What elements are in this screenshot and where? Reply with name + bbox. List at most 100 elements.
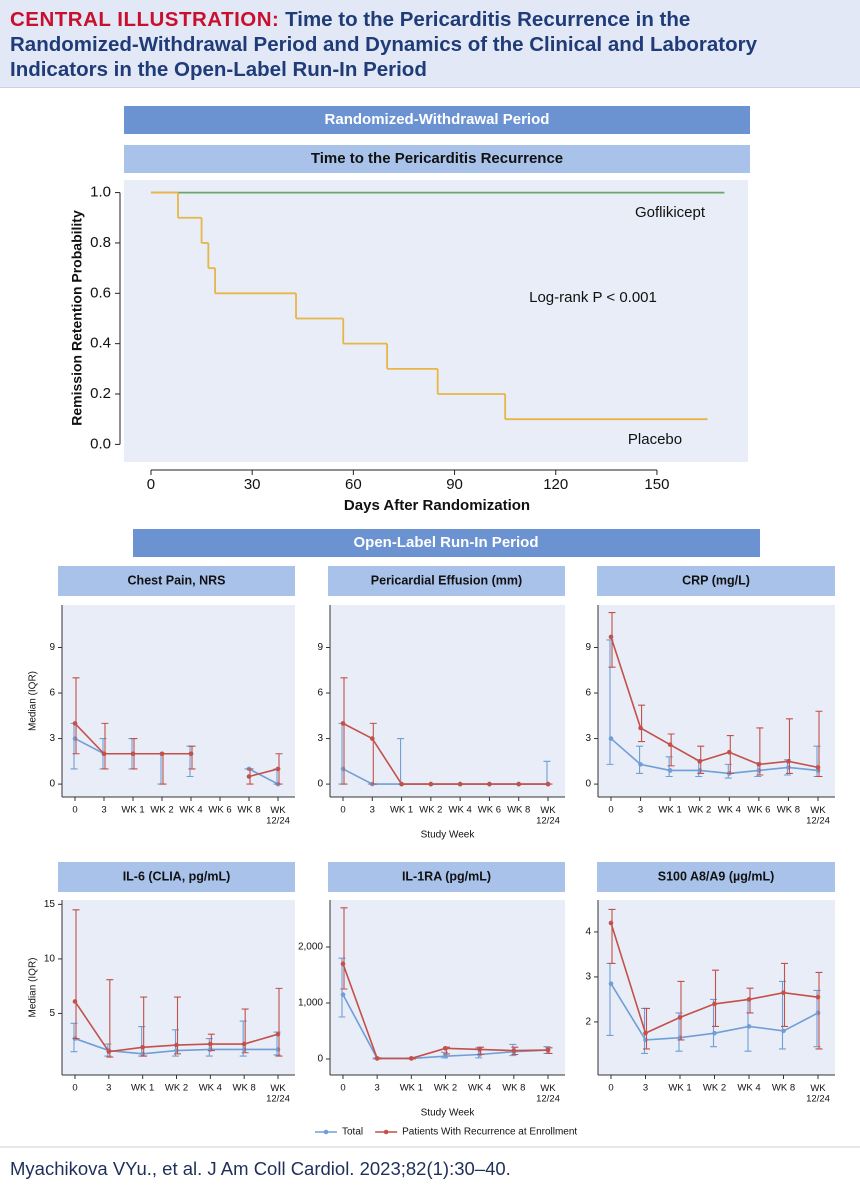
- data-point: [608, 634, 614, 640]
- data-point: [477, 1047, 482, 1052]
- y-tick-label: 4: [585, 927, 591, 938]
- data-point: [815, 994, 821, 1000]
- x-tick-label: WK 8: [777, 805, 800, 816]
- x-tick-label: WK 2: [703, 1083, 726, 1094]
- error-bar: [340, 907, 348, 990]
- error-bar: [756, 727, 764, 776]
- y-tick-label: 0.4: [90, 335, 111, 352]
- data-point: [608, 981, 614, 986]
- x-tick-label: WK 6: [747, 805, 770, 816]
- x-tick-label: WK 1: [668, 1083, 691, 1094]
- legend-marker: [323, 1129, 329, 1135]
- data-point: [174, 1042, 179, 1048]
- x-tick-label: WK 4: [199, 1083, 222, 1094]
- data-point: [72, 736, 78, 741]
- x-tick-label: WK 2: [434, 1083, 457, 1094]
- x-tick-label: WK 1: [400, 1083, 423, 1094]
- y-tick-label: 3: [585, 972, 591, 983]
- x-tick-label: 60: [345, 476, 362, 493]
- series-line: [610, 737, 819, 775]
- data-point: [340, 961, 346, 967]
- chart-title: Time to the Pericarditis Recurrence: [311, 150, 563, 167]
- series-line: [610, 636, 819, 769]
- legend-label: Patients With Recurrence at Enrollment: [402, 1127, 577, 1138]
- x-tick-label: 3: [375, 1083, 380, 1094]
- x-tick-label: 120: [543, 476, 568, 493]
- data-point: [781, 990, 786, 995]
- y-axis-label: Remission Retention Probability: [69, 210, 85, 426]
- y-tick-label: 6: [585, 688, 591, 699]
- banner: [328, 566, 565, 596]
- plot-area: [62, 605, 295, 797]
- x-tick-label: WK 12/24: [536, 805, 560, 826]
- x-tick-label: WK 1: [390, 805, 413, 816]
- data-point: [677, 1015, 683, 1020]
- data-point: [638, 762, 643, 767]
- data-point: [545, 781, 551, 787]
- y-tick-label: 0: [317, 779, 323, 790]
- data-point: [275, 1047, 281, 1052]
- data-point: [457, 781, 463, 787]
- x-tick-label: WK 12/24: [536, 1083, 560, 1104]
- data-point: [545, 1047, 551, 1053]
- x-tick-label: WK 4: [468, 1083, 491, 1094]
- chart-title: Chest Pain, NRS: [128, 573, 226, 587]
- data-point: [815, 765, 821, 770]
- y-tick-label: 0.2: [90, 385, 111, 402]
- x-tick-label: 3: [638, 805, 643, 816]
- error-bar: [712, 969, 719, 1027]
- error-bar: [106, 979, 114, 1058]
- y-tick-label: 0: [49, 779, 55, 790]
- data-point: [101, 751, 107, 757]
- error-bar: [188, 745, 196, 770]
- data-point: [140, 1044, 145, 1050]
- error-bar: [785, 718, 793, 775]
- y-tick-label: 15: [44, 899, 56, 910]
- data-point: [487, 781, 492, 787]
- y-tick-label: 6: [317, 688, 323, 699]
- y-tick-label: 0: [585, 779, 591, 790]
- y-tick-label: 0.0: [90, 435, 111, 452]
- x-tick-label: 150: [644, 476, 669, 493]
- error-bar: [781, 962, 788, 1027]
- data-point: [208, 1041, 213, 1047]
- banner: [124, 145, 750, 173]
- data-point: [340, 992, 346, 997]
- data-point: [174, 1048, 179, 1053]
- x-tick-label: 0: [72, 805, 77, 816]
- x-tick-label: 3: [370, 805, 375, 816]
- plot-area: [598, 605, 835, 797]
- x-tick-label: WK 8: [237, 805, 260, 816]
- data-point: [667, 768, 673, 773]
- x-tick-label: WK 1: [659, 805, 682, 816]
- data-point: [443, 1053, 448, 1059]
- data-point: [608, 736, 614, 741]
- error-bar: [638, 704, 646, 743]
- data-point: [275, 1031, 281, 1037]
- section-title: Randomized-Withdrawal Period: [325, 111, 550, 128]
- header: CENTRAL ILLUSTRATION: Time to the Perica…: [0, 0, 860, 88]
- error-bar: [608, 908, 616, 964]
- data-point: [340, 721, 346, 726]
- chart-title: S100 A8/A9 (µg/mL): [658, 869, 775, 883]
- chart-title: Pericardial Effusion (mm): [371, 573, 522, 587]
- error-bar: [815, 971, 823, 1050]
- y-tick-label: 3: [585, 733, 591, 744]
- data-point: [159, 751, 165, 757]
- series-label: Goflikicept: [635, 204, 706, 221]
- data-point: [781, 1028, 786, 1034]
- data-point: [786, 765, 791, 770]
- y-tick-label: 3: [317, 733, 323, 744]
- y-axis-label: Median (IQR): [28, 671, 39, 731]
- banner: [597, 566, 835, 596]
- x-tick-label: 3: [101, 805, 106, 816]
- error-bar: [677, 980, 685, 1041]
- data-point: [399, 781, 404, 787]
- plot-area: [330, 900, 565, 1075]
- x-axis-label: Study Week: [421, 830, 476, 841]
- y-tick-label: 3: [49, 733, 55, 744]
- data-point: [756, 768, 762, 773]
- data-point: [275, 766, 281, 772]
